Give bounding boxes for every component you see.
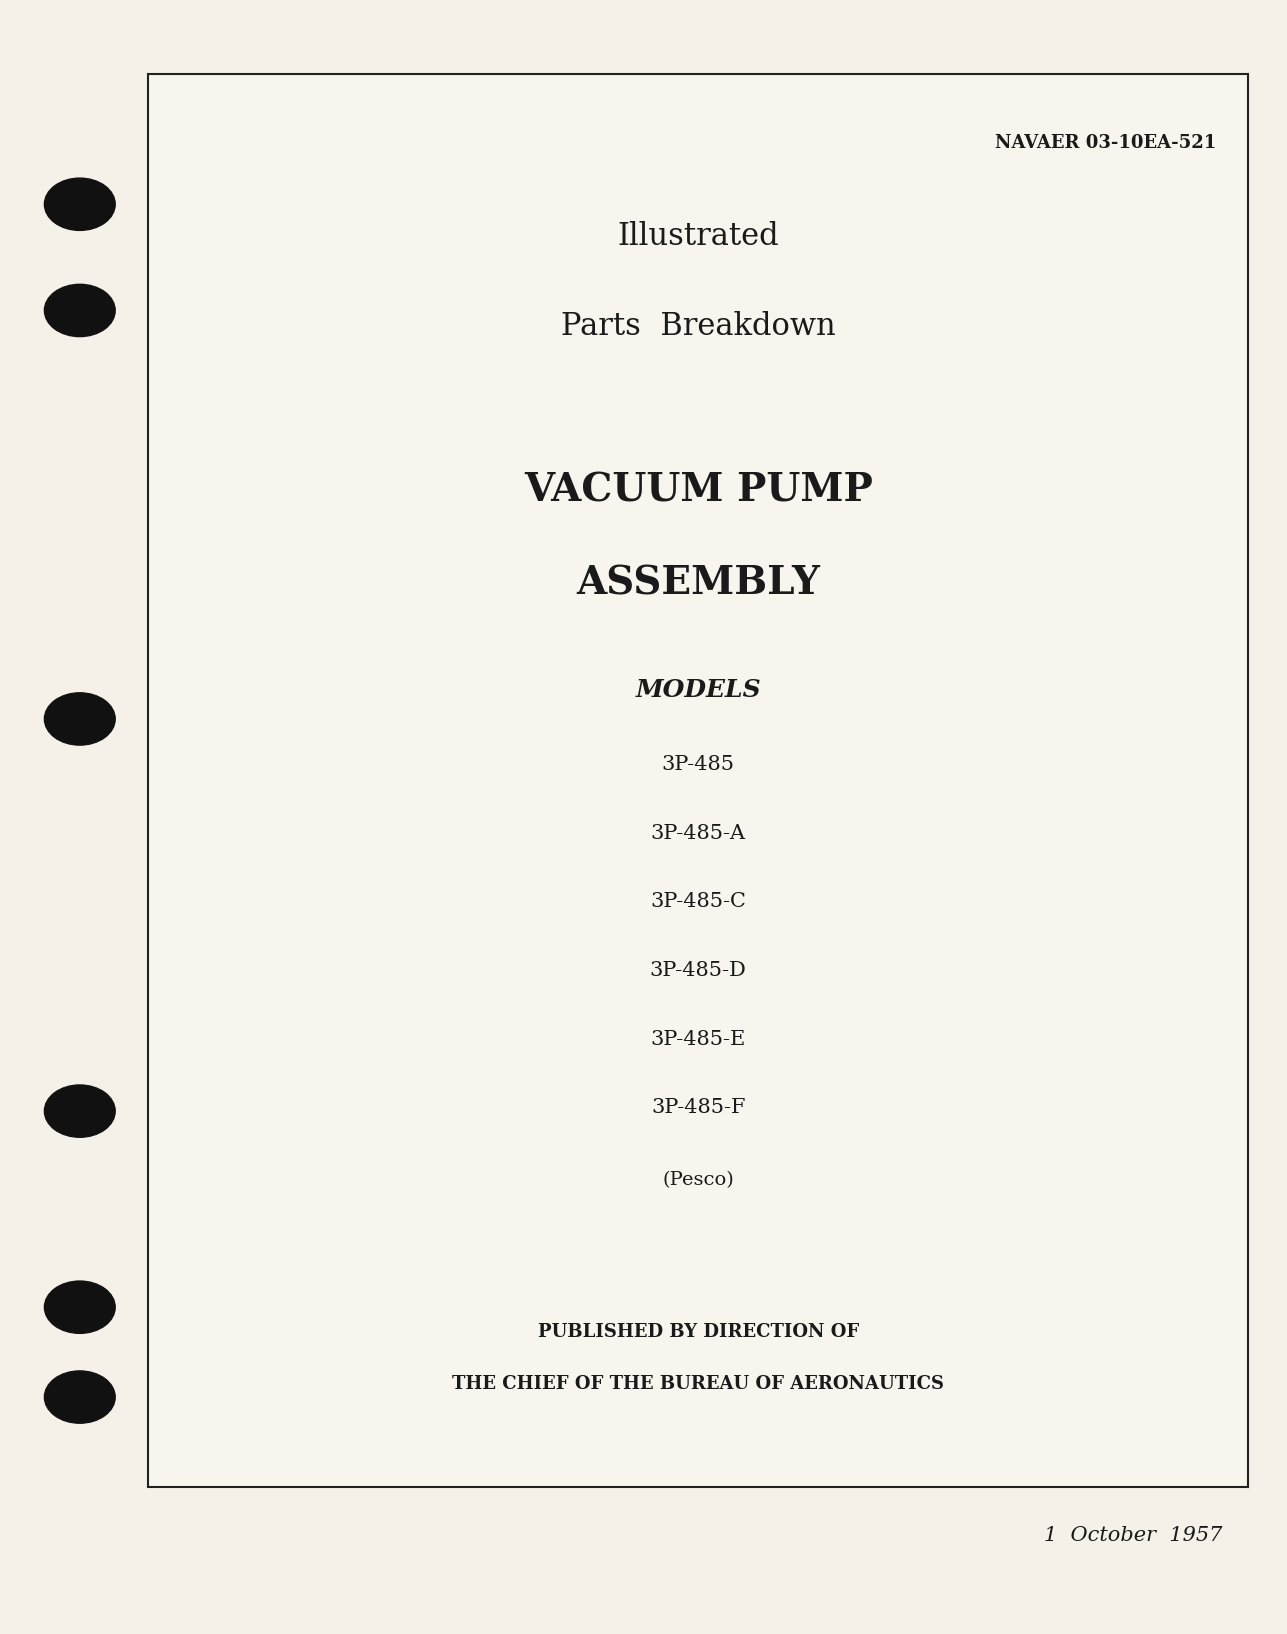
- Ellipse shape: [44, 178, 116, 230]
- Ellipse shape: [44, 693, 116, 745]
- Text: 3P-485-D: 3P-485-D: [650, 961, 746, 980]
- Text: NAVAER 03-10EA-521: NAVAER 03-10EA-521: [995, 134, 1216, 152]
- Text: THE CHIEF OF THE BUREAU OF AERONAUTICS: THE CHIEF OF THE BUREAU OF AERONAUTICS: [452, 1374, 945, 1394]
- Text: Parts  Breakdown: Parts Breakdown: [561, 312, 835, 342]
- Bar: [148, 74, 1248, 1487]
- Text: 3P-485-F: 3P-485-F: [651, 1098, 745, 1118]
- Ellipse shape: [44, 1371, 116, 1423]
- Text: VACUUM PUMP: VACUUM PUMP: [524, 471, 873, 510]
- Text: (Pesco): (Pesco): [663, 1170, 734, 1190]
- Text: Illustrated: Illustrated: [618, 222, 779, 252]
- Ellipse shape: [44, 284, 116, 337]
- Text: 3P-485-C: 3P-485-C: [650, 892, 746, 912]
- Text: MODELS: MODELS: [636, 678, 761, 701]
- Text: 3P-485-A: 3P-485-A: [651, 824, 745, 843]
- Text: 1  October  1957: 1 October 1957: [1044, 1526, 1223, 1546]
- Text: 3P-485-E: 3P-485-E: [650, 1029, 746, 1049]
- Ellipse shape: [44, 1085, 116, 1137]
- Ellipse shape: [44, 1281, 116, 1333]
- Text: ASSEMBLY: ASSEMBLY: [577, 564, 820, 603]
- Text: 3P-485: 3P-485: [662, 755, 735, 775]
- Text: PUBLISHED BY DIRECTION OF: PUBLISHED BY DIRECTION OF: [538, 1322, 858, 1342]
